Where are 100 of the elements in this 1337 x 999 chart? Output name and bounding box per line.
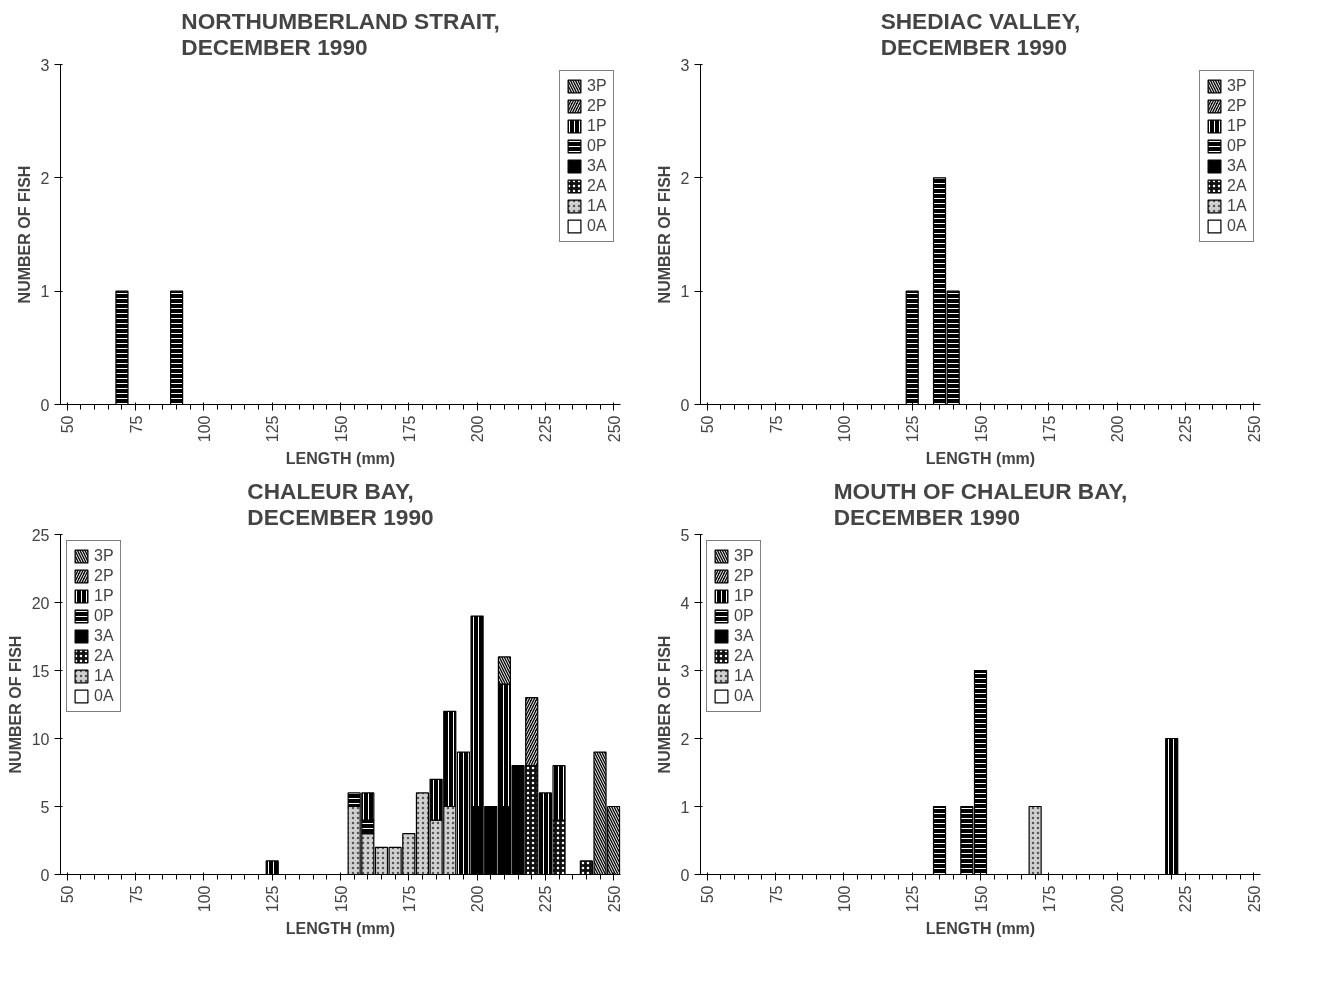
- x-axis-title: LENGTH (mm): [925, 920, 1036, 938]
- y-axis-title: NUMBER OF FISH: [655, 635, 673, 774]
- y-tick-label: 3: [40, 56, 50, 74]
- legend-label: 3P: [1227, 77, 1247, 95]
- x-tick-label: 75: [767, 415, 785, 434]
- legend-label: 3A: [94, 627, 114, 645]
- x-tick-label: 150: [972, 885, 990, 913]
- x-tick-label: 250: [605, 415, 623, 443]
- legend-label: 3P: [734, 547, 754, 565]
- legend-label: 2P: [94, 567, 114, 585]
- x-tick-label: 50: [59, 885, 77, 904]
- legend-label: 3A: [1227, 157, 1247, 175]
- x-axis-title: LENGTH (mm): [285, 450, 396, 468]
- x-tick-label: 50: [699, 885, 717, 904]
- y-tick-label: 2: [680, 730, 690, 748]
- x-tick-label: 200: [1109, 415, 1127, 443]
- x-tick-label: 100: [835, 885, 853, 913]
- x-tick-label: 225: [1177, 885, 1195, 913]
- legend-label: 0A: [587, 217, 607, 235]
- x-tick-label: 125: [904, 415, 922, 443]
- x-tick-label: 200: [1109, 885, 1127, 913]
- legend-label: 0A: [1227, 217, 1247, 235]
- legend-label: 2P: [1227, 97, 1247, 115]
- legend-label: 0A: [734, 687, 754, 705]
- y-axis-title: NUMBER OF FISH: [15, 165, 33, 304]
- y-tick-label: 4: [680, 594, 690, 612]
- y-tick-label: 0: [680, 866, 690, 884]
- legend-label: 3A: [734, 627, 754, 645]
- y-tick-label: 1: [40, 283, 50, 301]
- x-tick-label: 50: [699, 415, 717, 434]
- x-tick-label: 100: [195, 415, 213, 443]
- chart-title: CHALEUR BAY, DECEMBER 1990: [247, 477, 434, 530]
- x-tick-label: 100: [835, 415, 853, 443]
- x-tick-label: 175: [400, 885, 418, 913]
- x-tick-label: 225: [1177, 415, 1195, 443]
- legend-label: 1A: [1227, 197, 1247, 215]
- x-tick-label: 150: [332, 415, 350, 443]
- legend-label: 2A: [94, 647, 114, 665]
- x-tick-label: 200: [469, 415, 487, 443]
- x-tick-label: 100: [195, 885, 213, 913]
- x-tick-label: 75: [767, 885, 785, 904]
- x-tick-label: 75: [127, 415, 145, 434]
- legend-label: 2A: [1227, 177, 1247, 195]
- legend-label: 2P: [587, 97, 607, 115]
- legend-label: 1A: [94, 667, 114, 685]
- legend-label: 0P: [587, 137, 607, 155]
- x-tick-label: 200: [469, 885, 487, 913]
- legend-label: 2A: [734, 647, 754, 665]
- y-tick-label: 0: [40, 866, 50, 884]
- legend-label: 1P: [94, 587, 114, 605]
- x-tick-label: 75: [127, 885, 145, 904]
- x-tick-label: 175: [400, 415, 418, 443]
- legend-label: 1P: [734, 587, 754, 605]
- chart-title: NORTHUMBERLAND STRAIT, DECEMBER 1990: [181, 7, 500, 60]
- chart-title: SHEDIAC VALLEY, DECEMBER 1990: [880, 7, 1081, 60]
- legend-label: 0P: [734, 607, 754, 625]
- y-tick-label: 5: [40, 798, 50, 816]
- y-tick-label: 5: [680, 526, 690, 544]
- y-tick-label: 2: [40, 169, 50, 187]
- x-tick-label: 150: [332, 885, 350, 913]
- y-tick-label: 1: [680, 283, 690, 301]
- x-tick-label: 250: [1245, 415, 1263, 443]
- x-tick-label: 250: [1245, 885, 1263, 913]
- y-tick-label: 25: [31, 526, 50, 544]
- legend-label: 3P: [94, 547, 114, 565]
- x-tick-label: 125: [264, 885, 282, 913]
- y-tick-label: 3: [680, 662, 690, 680]
- legend-label: 2P: [734, 567, 754, 585]
- x-tick-label: 250: [605, 885, 623, 913]
- x-tick-label: 225: [537, 885, 555, 913]
- y-tick-label: 3: [680, 56, 690, 74]
- x-tick-label: 175: [1040, 415, 1058, 443]
- x-axis-title: LENGTH (mm): [925, 450, 1036, 468]
- y-tick-label: 0: [40, 396, 50, 414]
- legend-label: 3A: [587, 157, 607, 175]
- legend-label: 0P: [1227, 137, 1247, 155]
- y-tick-label: 1: [680, 798, 690, 816]
- y-tick-label: 10: [31, 730, 50, 748]
- x-tick-label: 125: [264, 415, 282, 443]
- legend-label: 1A: [734, 667, 754, 685]
- x-tick-label: 150: [972, 415, 990, 443]
- chart-title: MOUTH OF CHALEUR BAY, DECEMBER 1990: [833, 477, 1128, 530]
- legend-label: 1P: [587, 117, 607, 135]
- x-tick-label: 50: [59, 415, 77, 434]
- x-tick-label: 125: [904, 885, 922, 913]
- x-tick-label: 175: [1040, 885, 1058, 913]
- y-axis-title: NUMBER OF FISH: [655, 165, 673, 304]
- y-axis-title: NUMBER OF FISH: [6, 635, 24, 774]
- y-tick-label: 20: [31, 594, 50, 612]
- y-tick-label: 15: [31, 662, 50, 680]
- y-tick-label: 2: [680, 169, 690, 187]
- x-axis-title: LENGTH (mm): [285, 920, 396, 938]
- legend-label: 1P: [1227, 117, 1247, 135]
- x-tick-label: 225: [537, 415, 555, 443]
- legend-label: 1A: [587, 197, 607, 215]
- legend-label: 2A: [587, 177, 607, 195]
- legend-label: 0A: [94, 687, 114, 705]
- legend-label: 0P: [94, 607, 114, 625]
- y-tick-label: 0: [680, 396, 690, 414]
- legend-label: 3P: [587, 77, 607, 95]
